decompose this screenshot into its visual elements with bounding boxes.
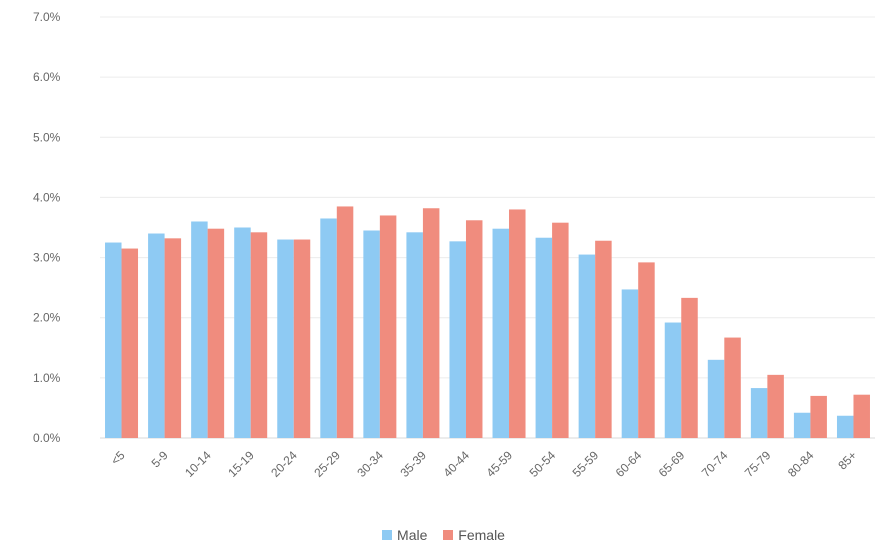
legend-item-female: Female [443, 527, 505, 543]
bar-female [164, 238, 182, 438]
bar-female [250, 232, 268, 438]
y-tick-label: 0.0% [33, 431, 61, 445]
bar-female [853, 394, 870, 438]
bar-male [664, 322, 682, 438]
y-axis-ticks: 0.0% 1.0% 2.0% 3.0% 4.0% 5.0% 6.0% 7.0% [33, 10, 61, 445]
bar-chart: 0.0% 1.0% 2.0% 3.0% 4.0% 5.0% 6.0% 7.0% <5 5-9 10… [33, 10, 875, 480]
bar-female [336, 206, 354, 438]
bar-male [836, 415, 854, 438]
bar-male [234, 227, 251, 438]
x-tick-label: 55-59 [570, 448, 602, 480]
bar-male [406, 232, 423, 438]
x-tick-label: 5-9 [149, 448, 171, 470]
bar-female [293, 239, 311, 438]
bar-male [148, 233, 165, 438]
x-tick-label: 70-74 [699, 448, 731, 480]
x-tick-label: 65-69 [656, 448, 688, 480]
bar-female [681, 297, 698, 438]
y-tick-label: 1.0% [33, 371, 61, 385]
x-tick-label: 40-44 [440, 448, 472, 480]
bar-female [810, 395, 827, 438]
bar-male [320, 218, 337, 438]
bar-male [492, 228, 510, 438]
x-tick-label: 25-29 [311, 448, 343, 480]
bar-male [793, 412, 811, 438]
x-tick-label: 45-59 [484, 448, 516, 480]
x-axis-ticks: <5 5-9 10-14 15-19 20-24 25-29 30-34 35-39 40-44… [108, 448, 860, 480]
legend-swatch-male [382, 530, 393, 540]
bar-female [724, 337, 741, 438]
bar-female [767, 374, 784, 438]
y-tick-label: 4.0% [33, 190, 61, 204]
bar-female [121, 248, 139, 438]
x-tick-label: 10-14 [182, 448, 214, 480]
y-tick-label: 7.0% [33, 10, 61, 24]
x-tick-label: 85+ [835, 448, 859, 472]
bar-male [105, 242, 122, 438]
bar-female [465, 220, 483, 438]
bar-male [578, 254, 596, 438]
gridlines [100, 16, 875, 439]
bar-male [621, 289, 639, 438]
legend-swatch-female [443, 530, 454, 540]
x-tick-label: 50-54 [527, 448, 559, 480]
bar-female [595, 240, 612, 438]
y-tick-label: 2.0% [33, 311, 61, 325]
y-tick-label: 6.0% [33, 70, 61, 84]
legend: Male Female [0, 527, 887, 543]
x-tick-label: 15-19 [225, 448, 257, 480]
legend-label-female: Female [458, 527, 505, 543]
legend-item-male: Male [382, 527, 427, 543]
x-tick-label: <5 [108, 448, 128, 468]
x-tick-label: 35-39 [397, 448, 429, 480]
x-tick-label: 20-24 [268, 448, 300, 480]
bar-female [422, 208, 440, 438]
bar-male [535, 237, 553, 438]
y-tick-label: 3.0% [33, 251, 61, 265]
bar-female [552, 222, 569, 438]
bar-male [707, 359, 725, 438]
y-tick-label: 5.0% [33, 130, 61, 144]
bar-male [191, 221, 208, 438]
x-tick-label: 30-34 [354, 448, 386, 480]
bar-female [379, 215, 397, 438]
bar-male [363, 230, 380, 438]
bars [105, 206, 870, 438]
bar-male [750, 388, 768, 438]
x-tick-label: 60-64 [613, 448, 645, 480]
bar-female [638, 262, 655, 438]
bar-female [207, 228, 225, 438]
x-tick-label: 80-84 [785, 448, 817, 480]
x-tick-label: 75-79 [742, 448, 774, 480]
bar-male [277, 239, 294, 438]
bar-male [449, 241, 466, 438]
bar-female [509, 209, 526, 438]
legend-label-male: Male [397, 527, 428, 543]
